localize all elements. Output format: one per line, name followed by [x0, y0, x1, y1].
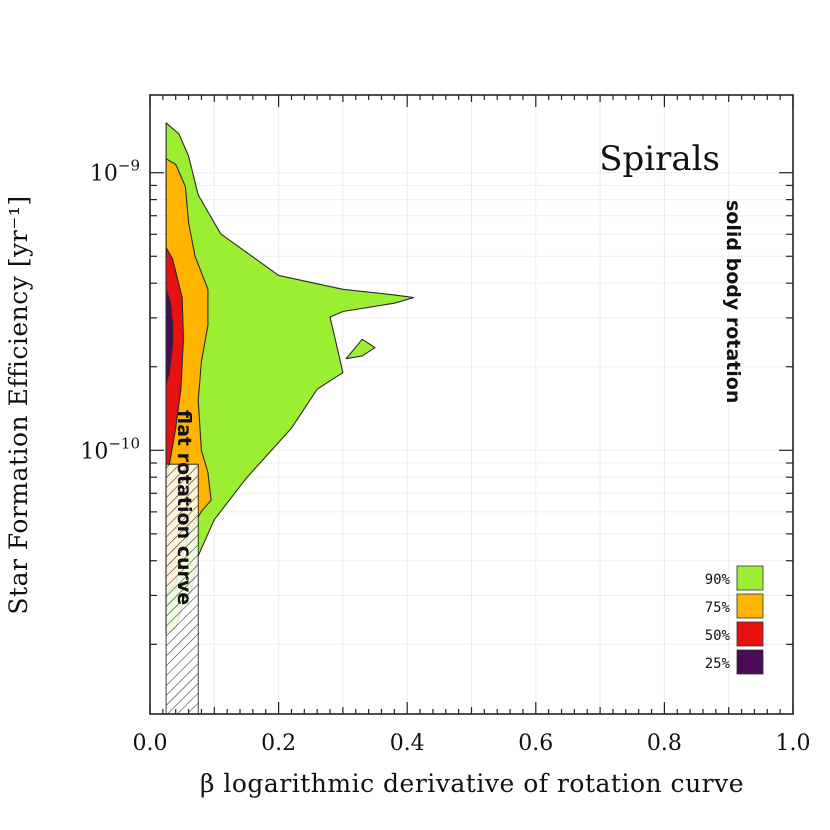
x-tick-labels: 0.0 0.2 0.4 0.6 0.8 1.0 [133, 731, 811, 756]
legend-swatch [736, 593, 764, 619]
legend-label: 75% [705, 600, 731, 616]
x-tick-label: 0.6 [518, 731, 553, 756]
hatch-polygon [165, 463, 199, 714]
x-tick-label: 0.8 [647, 731, 682, 756]
x-axis-title: β logarithmic derivative of rotation cur… [200, 769, 744, 798]
legend-swatch [736, 565, 764, 591]
y-axis-title: Star Formation Efficiency [yr⁻¹] [4, 195, 33, 614]
contour-90pct [345, 338, 376, 360]
hatch-region [165, 463, 199, 714]
legend-label: 25% [705, 656, 731, 672]
legend-swatch [736, 649, 764, 675]
x-tick-label: 0.0 [133, 731, 168, 756]
contour-25pct [165, 288, 174, 385]
chart-title: Spirals [599, 139, 720, 179]
legend-swatch [736, 621, 764, 647]
legend: 90% 75% 50% 25% [705, 565, 764, 675]
legend-label: 50% [705, 628, 731, 644]
grid-lines [150, 95, 793, 714]
x-tick-label: 0.4 [390, 731, 425, 756]
y-tick-label: 10−9 [90, 157, 140, 187]
legend-label: 90% [705, 572, 731, 588]
annotation-solid-body-rotation: solid body rotation [722, 200, 744, 403]
x-tick-label: 1.0 [776, 731, 811, 756]
y-tick-label: 10−10 [80, 434, 140, 464]
annotation-flat-rotation: flat rotation curve [173, 410, 195, 605]
axis-ticks [149, 95, 794, 714]
y-tick-labels: 10−10 10−9 [80, 157, 140, 465]
x-tick-label: 0.2 [261, 731, 296, 756]
